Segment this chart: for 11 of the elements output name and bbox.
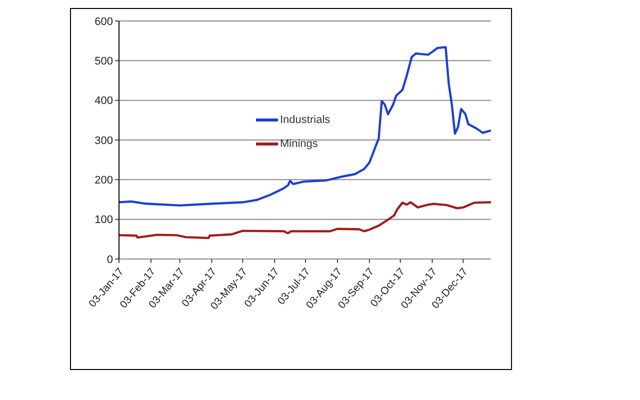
y-tick-label: 400 (94, 95, 113, 108)
y-tick-label: 100 (94, 214, 113, 226)
line-series (119, 201, 491, 240)
y-tick-label: 300 (94, 134, 113, 147)
y-tick-label: 0 (106, 254, 113, 266)
y-tick-label: 500 (94, 56, 113, 68)
line-series (119, 46, 491, 207)
legend-label: Industrials (280, 114, 330, 126)
legend-label: Minings (280, 138, 318, 150)
y-tick-label: 600 (94, 16, 113, 28)
y-tick-label: 200 (94, 174, 113, 187)
